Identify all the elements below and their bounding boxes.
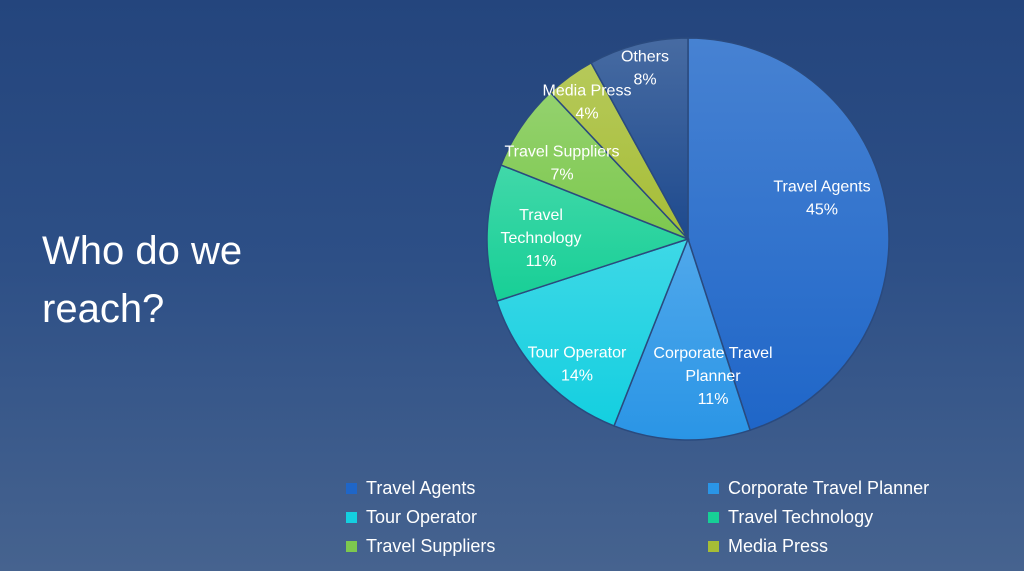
data-label-travel-agents: Travel Agents 45% <box>773 179 870 219</box>
data-label-travel-suppliers: Travel Suppliers 7% <box>504 144 619 184</box>
legend-item-corporate-travel-planner: Corporate Travel Planner <box>708 478 929 499</box>
data-label-corporate-travel-planner: Corporate Travel Planner 11% <box>653 345 772 408</box>
legend-swatch <box>346 483 357 494</box>
legend-label: Travel Agents <box>366 478 476 498</box>
legend-label: Corporate Travel Planner <box>728 478 930 498</box>
data-label-media-press: Media Press 4% <box>543 83 632 123</box>
legend-swatch <box>346 512 357 523</box>
legend-label: Media Press <box>728 536 829 556</box>
legend-swatch <box>346 541 357 552</box>
pie-slice-travel-technology <box>486 164 691 303</box>
legend-swatch <box>708 541 719 552</box>
data-label-others: Others 8% <box>621 49 669 89</box>
legend-swatch <box>708 483 719 494</box>
pie-slice-others <box>590 37 689 240</box>
slide-title: Who do we reach? <box>42 229 243 331</box>
legend-label: Travel Technology <box>728 507 874 527</box>
legend-item-travel-agents: Travel Agents <box>346 478 475 499</box>
legend-label: Tour Operator <box>366 507 478 527</box>
legend-swatch <box>708 512 719 523</box>
pie-slice-corporate-travel-planner <box>613 236 752 441</box>
data-label-travel-technology: Travel Technology 11% <box>501 207 582 270</box>
legend-item-tour-operator: Tour Operator <box>346 507 477 528</box>
data-label-tour-operator: Tour Operator 14% <box>528 345 627 385</box>
legend-item-travel-suppliers: Travel Suppliers <box>346 536 495 557</box>
legend-item-media-press: Media Press <box>708 536 828 557</box>
legend-label: Travel Suppliers <box>366 536 496 556</box>
pie-slice-travel-agents <box>687 37 890 432</box>
legend-item-travel-technology: Travel Technology <box>708 507 873 528</box>
